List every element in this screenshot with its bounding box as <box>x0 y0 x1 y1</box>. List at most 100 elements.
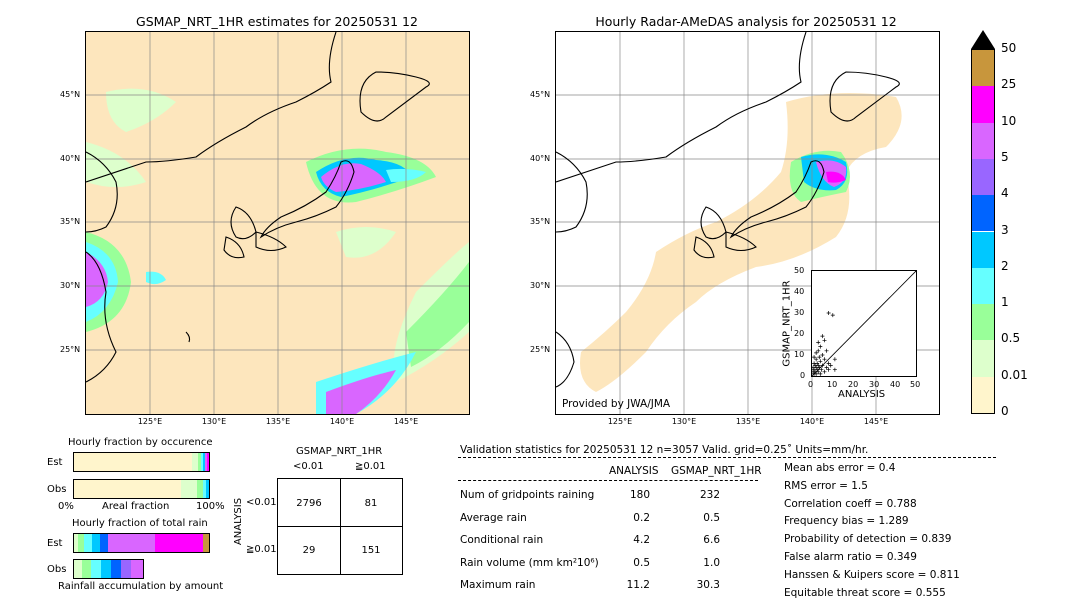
total-rain-obs-bar <box>73 559 208 579</box>
colorbar-segment <box>972 86 994 123</box>
scatter-plot <box>811 270 917 377</box>
right-lon-125: 125°E <box>607 417 633 426</box>
occurrence-obs-label: Obs <box>47 484 67 495</box>
scatter-point <box>832 357 837 362</box>
left-lon-140: 140°E <box>329 417 355 426</box>
total-rain-est-bar <box>73 533 210 553</box>
colorbar-segment <box>972 231 994 268</box>
scatter-point <box>826 367 831 372</box>
scatter-point <box>815 367 820 372</box>
validation-label: Average rain <box>460 511 527 524</box>
scatter-point <box>817 365 822 370</box>
right-map-coastlines <box>556 32 900 388</box>
contingency-c: 29 <box>302 545 316 556</box>
scatter-point <box>816 340 821 345</box>
right-lat-25: 25°N <box>530 345 551 354</box>
contingency-title: GSMAP_NRT_1HR <box>296 446 383 457</box>
scatter-point <box>816 363 821 368</box>
left-lon-125: 125°E <box>137 417 163 426</box>
total-rain-footer: Rainfall accumulation by amount <box>58 581 224 592</box>
contingency-row-axis: ANALYSIS <box>233 497 245 546</box>
right-lon-140: 140°E <box>799 417 825 426</box>
scatter-point <box>826 311 831 315</box>
scatter-point <box>818 371 823 376</box>
diagonal-line <box>811 270 917 377</box>
occurrence-obs-bar <box>73 479 210 499</box>
right-map-title: Hourly Radar-AMeDAS analysis for 2025053… <box>595 14 897 29</box>
total-rain-est-label: Est <box>47 538 63 549</box>
occurrence-axis-mid: Areal fraction <box>102 501 170 512</box>
validation-col-rule <box>458 480 758 481</box>
left-lat-35: 35°N <box>60 217 81 226</box>
validation-score: Probability of detection = 0.839 <box>784 533 952 546</box>
scatter-point <box>814 357 819 362</box>
colorbar-segment <box>972 304 994 341</box>
contingency-a: 2796 <box>296 498 322 509</box>
scatter-point <box>818 344 823 349</box>
colorbar-label: 2 <box>1001 258 1009 273</box>
left-rain-fields <box>86 88 469 414</box>
scatter-point <box>820 334 825 339</box>
scatter-point <box>832 367 837 372</box>
right-rain-fields <box>580 93 902 392</box>
scatter-xtick-10: 10 <box>827 380 838 389</box>
scatter-ylabel: GSMAP_NRT_1HR <box>781 280 793 367</box>
colorbar-over-arrow <box>971 30 995 49</box>
validation-score: Correlation coeff = 0.788 <box>784 497 917 510</box>
scatter-point <box>822 338 827 343</box>
scatter-point <box>824 348 829 353</box>
scatter-point <box>819 367 824 372</box>
validation-label: Num of gridpoints raining <box>460 489 595 501</box>
colorbar-label: 0.5 <box>1001 331 1021 346</box>
occurrence-axis-left: 0% <box>58 501 74 512</box>
validation-score: Frequency bias = 1.289 <box>784 515 909 528</box>
right-lon-145: 145°E <box>863 417 889 426</box>
validation-score: False alarm ratio = 0.349 <box>784 551 917 563</box>
validation-gsmap: 6.6 <box>703 534 720 546</box>
validation-col-gsmap: GSMAP_NRT_1HR <box>671 465 762 477</box>
right-lat-40: 40°N <box>530 154 551 163</box>
left-lon-130: 130°E <box>201 417 227 426</box>
colorbar-label: 10 <box>1001 113 1017 128</box>
right-lat-30: 30°N <box>530 281 551 290</box>
validation-analysis: 0.5 <box>633 556 650 569</box>
left-map-coastlines <box>86 32 430 383</box>
contingency-row-lt: <0.01 <box>246 497 277 508</box>
scatter-ytick-30: 30 <box>794 308 805 317</box>
contingency-col-lt: <0.01 <box>293 461 324 472</box>
colorbar <box>971 49 995 414</box>
left-lon-145: 145°E <box>393 417 419 426</box>
contingency-d: 151 <box>361 545 381 556</box>
contingency-b: 81 <box>364 498 378 509</box>
validation-col-analysis: ANALYSIS <box>609 465 659 477</box>
right-lon-135: 135°E <box>735 417 761 426</box>
validation-gsmap: 232 <box>699 489 720 501</box>
validation-analysis: 0.2 <box>633 511 650 524</box>
left-lat-45: 45°N <box>60 90 81 99</box>
scatter-point <box>814 371 819 376</box>
scatter-point <box>815 361 820 366</box>
scatter-xtick-40: 40 <box>890 380 901 389</box>
occurrence-est-bar <box>73 452 210 472</box>
colorbar-label: 3 <box>1001 222 1009 237</box>
scatter-ytick-50: 50 <box>794 266 805 275</box>
colorbar-segment <box>972 50 994 87</box>
colorbar-label: 5 <box>1001 149 1009 164</box>
colorbar-label: 1 <box>1001 295 1009 310</box>
scatter-point <box>818 359 823 364</box>
validation-label: Rain volume (mm km²10⁶) <box>460 556 599 569</box>
scatter-ytick-10: 10 <box>794 350 805 359</box>
validation-label: Conditional rain <box>460 534 544 546</box>
contingency-col-ge: ≧0.01 <box>355 461 386 472</box>
left-lat-25: 25°N <box>60 345 81 354</box>
scatter-point <box>826 361 831 366</box>
right-lat-35: 35°N <box>530 217 551 226</box>
validation-score: RMS error = 1.5 <box>784 479 868 492</box>
colorbar-segment <box>972 158 994 196</box>
scatter-xtick-30: 30 <box>869 380 880 389</box>
scatter-point <box>828 363 833 368</box>
scatter-point <box>820 363 825 368</box>
scatter-xtick-50: 50 <box>910 380 921 389</box>
scatter-point <box>822 369 827 374</box>
validation-analysis: 180 <box>629 489 650 501</box>
